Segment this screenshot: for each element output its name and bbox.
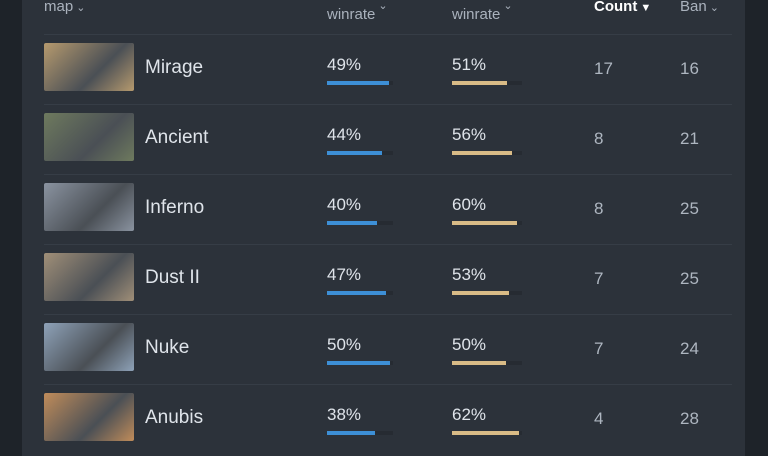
t-winrate: 60% [452,195,487,214]
pick-count: 4 [594,409,604,428]
count-header-label: Count [594,0,638,15]
map-name: Mirage [145,57,204,78]
ct-winrate-bar-fill [327,431,375,435]
t-winrate: 51% [452,55,487,74]
ban-count: 24 [680,339,699,358]
ct-winrate-bar [327,151,393,155]
ct-winrate-bar-fill [327,291,387,295]
ban-count: 16 [680,59,699,78]
t-winrate-bar [452,361,522,365]
map-thumbnail [44,183,134,231]
chevron-down-icon: ⌄ [503,0,513,12]
ban-count: 28 [680,409,699,428]
ct-winrate-bar-fill [327,361,390,365]
sort-t-winrate-header[interactable]: winrate ⌄ [452,0,513,25]
sort-count-header[interactable]: Count ▼ [594,0,651,17]
map-name: Dust II [145,267,200,288]
t-winrate: 53% [452,265,487,284]
ct-winrate-bar [327,291,393,295]
ct-winrate-bar-fill [327,81,389,85]
t-winrate-bar-fill [452,81,508,85]
map-thumbnail [44,113,134,161]
t-winrate-header-label: winrate [452,6,501,23]
ct-winrate-bar [327,221,393,225]
map-name: Inferno [145,197,205,218]
t-winrate-bar [452,221,522,225]
ct-winrate-bar [327,361,393,365]
caret-down-icon: ▼ [640,2,652,14]
ban-count: 21 [680,129,699,148]
t-winrate: 50% [452,335,487,354]
chevron-down-icon: ⌄ [378,0,388,12]
t-winrate-bar [452,151,522,155]
t-winrate-bar-fill [452,151,513,155]
table-row[interactable]: Inferno 40% 60% 8 25 [44,174,732,245]
ct-winrate: 47% [327,265,362,284]
t-winrate: 62% [452,405,487,424]
t-winrate-bar-fill [452,431,519,435]
table-row[interactable]: Nuke 50% 50% 7 24 [44,314,732,385]
ct-winrate: 40% [327,195,362,214]
table-row[interactable]: Dust II 47% 53% 7 25 [44,244,732,315]
table-row[interactable]: Ancient 44% 56% 8 21 [44,104,732,175]
pick-count: 8 [594,199,604,218]
map-thumbnail [44,43,134,91]
t-winrate-bar-fill [452,291,510,295]
ct-winrate-bar [327,431,393,435]
ban-count: 25 [680,199,699,218]
ct-winrate: 38% [327,405,362,424]
ct-winrate: 44% [327,125,362,144]
pick-count: 8 [594,129,604,148]
t-winrate-bar-fill [452,221,517,225]
map-header-label: map [44,0,74,15]
ct-winrate: 49% [327,55,362,74]
pick-count: 17 [594,59,613,78]
ban-header-label: Ban [680,0,707,15]
ban-count: 25 [680,269,699,288]
map-stats-panel: map ⌄ winrate ⌄ winrate ⌄ Count ▼ Ban ⌄ Mirag… [22,0,745,456]
ct-winrate-bar-fill [327,221,378,225]
map-name: Nuke [145,337,190,358]
chevron-down-icon: ⌄ [76,2,86,14]
table-row[interactable]: Mirage 49% 51% 17 16 [44,34,732,105]
ct-winrate-bar-fill [327,151,383,155]
map-thumbnail [44,393,134,441]
t-winrate: 56% [452,125,487,144]
ct-winrate-bar [327,81,393,85]
t-winrate-bar [452,81,522,85]
map-thumbnail [44,253,134,301]
pick-count: 7 [594,339,604,358]
sort-map-header[interactable]: map ⌄ [44,0,85,17]
map-name: Ancient [145,127,209,148]
t-winrate-bar [452,431,522,435]
sort-ban-header[interactable]: Ban ⌄ [680,0,719,17]
map-thumbnail [44,323,134,371]
chevron-down-icon: ⌄ [709,2,719,14]
map-name: Anubis [145,407,204,428]
ct-winrate-header-label: winrate [327,6,376,23]
t-winrate-bar [452,291,522,295]
table-row[interactable]: Anubis 38% 62% 4 28 [44,384,732,455]
ct-winrate: 50% [327,335,362,354]
pick-count: 7 [594,269,604,288]
sort-ct-winrate-header[interactable]: winrate ⌄ [327,0,388,25]
t-winrate-bar-fill [452,361,506,365]
